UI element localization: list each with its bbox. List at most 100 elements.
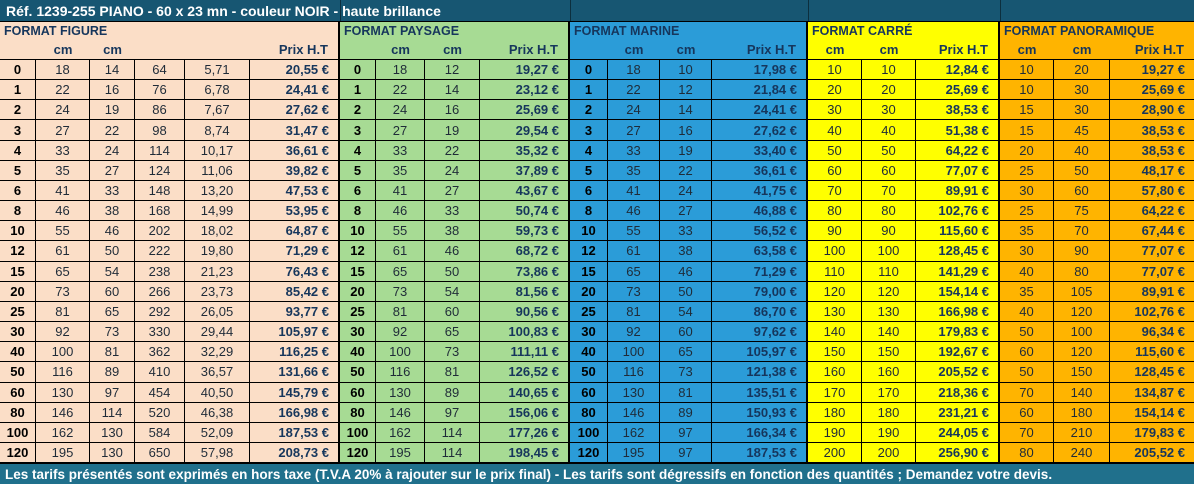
cm-cell: 19 [425, 120, 480, 140]
column-header-row: cm cm Prix H.T [1000, 40, 1194, 59]
cm-cell: 146 [36, 402, 90, 422]
table-row: 80 146 97 156,06 € [340, 401, 568, 422]
cm-cell: 18 [608, 60, 660, 80]
price-cell: 166,98 € [278, 404, 329, 420]
table-row: 40 100 65 105,97 € [570, 341, 806, 362]
row-label-cell: 0 [570, 60, 608, 80]
cm-cell: 73 [425, 342, 480, 362]
cm-cell: 41 [608, 180, 660, 201]
cm-cell: 114 [90, 402, 135, 422]
cm-column-header: cm [1072, 42, 1092, 57]
price-cell: 111,11 € [510, 344, 559, 360]
section-format-figure: FORMAT FIGURE cm cm Prix H.T 0 18 14 64 5,71 20… [0, 22, 338, 463]
price-cell: 218,36 € [938, 384, 989, 400]
cm-cell: 90 [862, 221, 916, 241]
cm-cell: 160 [862, 362, 916, 382]
cm-cell: 190 [862, 422, 916, 442]
cm-cell: 38 [660, 241, 712, 261]
cm-cell: 54 [90, 261, 135, 281]
cm-cell: 650 [135, 442, 185, 463]
row-label-cell: 15 [570, 261, 608, 281]
section-title: FORMAT MARINE [574, 24, 680, 38]
price-cell: 20,55 € [285, 62, 329, 78]
cm-cell: 50 [1054, 160, 1110, 180]
price-cell: 128,45 € [938, 243, 989, 259]
cm-cell: 46,38 [185, 402, 250, 422]
row-label-cell: 25 [570, 301, 608, 322]
cm-cell: 160 [808, 362, 862, 382]
cm-cell: 222 [135, 241, 185, 261]
price-cell: 27,62 € [285, 102, 329, 118]
table-row: 4 33 24 114 10,17 36,61 € [0, 139, 338, 160]
cm-cell: 50 [862, 140, 916, 160]
cm-cell: 116 [608, 362, 660, 382]
table-row: 0 18 14 64 5,71 20,55 € [0, 59, 338, 80]
price-cell: 46,88 € [753, 203, 797, 219]
cm-cell: 90 [808, 221, 862, 241]
cm-cell: 36,57 [185, 362, 250, 382]
cm-cell: 162 [608, 422, 660, 442]
cm-column-header: cm [443, 42, 462, 57]
price-cell: 17,98 € [753, 62, 797, 78]
cm-cell: 27 [660, 201, 712, 221]
price-cell: 131,66 € [278, 364, 329, 380]
price-cell: 135,51 € [746, 384, 797, 400]
cm-cell: 20 [808, 80, 862, 100]
row-label-cell: 5 [570, 160, 608, 180]
cm-cell: 81 [608, 301, 660, 322]
price-cell: 105,97 € [746, 344, 797, 360]
cm-cell: 195 [376, 442, 425, 463]
cm-cell: 61 [608, 241, 660, 261]
cm-cell: 266 [135, 281, 185, 301]
table-row: 180 180 231,21 € [808, 401, 998, 422]
cm-cell: 30 [862, 100, 916, 120]
row-label-cell: 100 [0, 422, 36, 442]
cm-cell: 140 [862, 322, 916, 342]
row-label-cell: 6 [0, 180, 36, 201]
cm-cell: 38 [90, 201, 135, 221]
cm-cell: 120 [1054, 301, 1110, 322]
price-cell: 81,56 € [515, 283, 559, 299]
price-column-header: Prix H.T [746, 42, 796, 57]
table-row: 20 20 25,69 € [808, 79, 998, 100]
cm-cell: 46 [36, 201, 90, 221]
cm-cell: 70 [808, 180, 862, 201]
cm-cell: 70 [862, 180, 916, 201]
cm-cell: 65 [90, 301, 135, 322]
cm-cell: 92 [376, 322, 425, 342]
price-cell: 67,44 € [1141, 223, 1185, 239]
price-cell: 145,79 € [278, 384, 329, 400]
cm-cell: 81 [90, 342, 135, 362]
cm-cell: 61 [376, 241, 425, 261]
cm-cell: 22 [608, 80, 660, 100]
price-cell: 156,06 € [508, 404, 559, 420]
price-cell: 115,60 € [1135, 344, 1185, 360]
cm-cell: 40 [1000, 261, 1054, 281]
table-body: 0 18 10 17,98 €1 22 12 21,84 €2 24 14 24,41 €3 27 1… [570, 59, 806, 463]
price-cell: 35,32 € [515, 142, 559, 158]
row-label-cell: 10 [570, 221, 608, 241]
row-label-cell: 3 [570, 120, 608, 140]
row-label-cell: 4 [0, 140, 36, 160]
cm-cell: 116 [36, 362, 90, 382]
cm-cell: 70 [1000, 422, 1054, 442]
table-row: 35 105 89,91 € [1000, 280, 1194, 301]
price-cell: 24,41 € [285, 82, 329, 98]
price-cell: 73,86 € [515, 263, 559, 279]
row-label-cell: 80 [570, 402, 608, 422]
row-label-cell: 3 [0, 120, 36, 140]
price-cell: 19,27 € [1141, 62, 1185, 78]
cm-cell: 180 [1054, 402, 1110, 422]
row-label-cell: 30 [0, 322, 36, 342]
price-cell: 25,69 € [1141, 82, 1185, 98]
cm-cell: 60 [90, 281, 135, 301]
cm-column-header: cm [103, 42, 122, 57]
row-label-cell: 10 [0, 221, 36, 241]
row-label-cell: 40 [340, 342, 376, 362]
table-row: 50 116 89 410 36,57 131,66 € [0, 361, 338, 382]
row-label-cell: 12 [340, 241, 376, 261]
price-cell: 128,45 € [1134, 364, 1185, 380]
table-row: 160 160 205,52 € [808, 361, 998, 382]
cm-cell: 162 [376, 422, 425, 442]
cm-cell: 180 [808, 402, 862, 422]
